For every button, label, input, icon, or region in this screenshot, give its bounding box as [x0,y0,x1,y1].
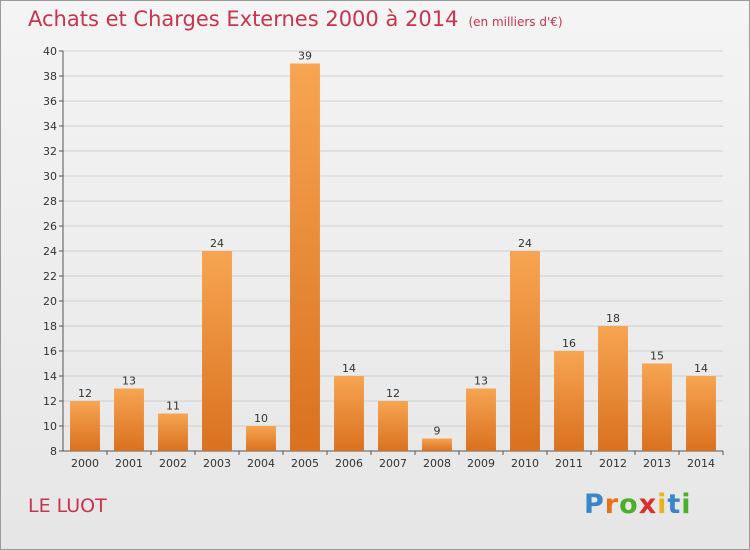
logo-letter: t [667,489,682,520]
chart-title-text: Achats et Charges Externes 2000 à 2014 [28,7,459,31]
y-tick-label: 14 [43,370,57,383]
bars [70,63,716,451]
x-tick-label: 2007 [379,457,407,470]
logo-letter: i [681,489,692,520]
y-tick-label: 30 [43,170,57,183]
bar [598,326,628,451]
y-tick-label: 10 [43,420,57,433]
bar [466,388,496,451]
value-label: 12 [386,387,400,400]
bar [246,426,276,451]
bar [510,251,540,451]
x-tick-label: 2009 [467,457,495,470]
y-tick-label: 12 [43,395,57,408]
value-label: 11 [166,400,180,413]
x-tick-label: 2008 [423,457,451,470]
value-label: 24 [210,237,224,250]
x-tick-label: 2014 [687,457,715,470]
axes: 8 10 12 14 16 18 20 22 24 26 28 30 32 34 36 38 40 2000 200… [43,45,724,470]
value-label: 39 [298,50,312,63]
value-label: 18 [606,312,620,325]
y-tick-label: 22 [43,270,57,283]
data-labels: 12 13 11 24 10 39 14 12 9 13 24 16 18 15 14 [78,50,708,438]
city-name: LE LUOT [28,495,107,517]
bar [642,363,672,451]
y-tick-label: 36 [43,95,57,108]
x-tick-label: 2011 [555,457,583,470]
y-tick-label: 38 [43,70,57,83]
x-tick-label: 2001 [115,457,143,470]
bar [290,63,320,451]
logo-letter: P [584,489,605,520]
value-label: 14 [694,362,708,375]
bar [422,438,452,451]
value-label: 13 [122,375,136,388]
x-tick-label: 2005 [291,457,319,470]
chart-subtitle: (en milliers d'€) [468,15,563,29]
bar [114,388,144,451]
bar [378,401,408,451]
value-label: 10 [254,412,268,425]
chart-title: Achats et Charges Externes 2000 à 2014 (e… [28,7,563,31]
x-tick-label: 2010 [511,457,539,470]
x-tick-label: 2012 [599,457,627,470]
logo-letter: r [604,489,620,520]
y-tick-label: 16 [43,345,57,358]
value-label: 14 [342,362,356,375]
y-tick-label: 8 [50,445,57,458]
bar [554,351,584,451]
x-tick-label: 2004 [247,457,275,470]
logo-letter: i [657,489,668,520]
value-label: 15 [650,350,664,363]
x-tick-label: 2002 [159,457,187,470]
y-tick-label: 26 [43,220,57,233]
bar [686,376,716,451]
x-tick-label: 2000 [71,457,99,470]
value-label: 24 [518,237,532,250]
logo-letter: x [638,489,658,520]
y-tick-label: 34 [43,120,57,133]
value-label: 12 [78,387,92,400]
value-label: 16 [562,337,576,350]
bar [70,401,100,451]
y-tick-label: 28 [43,195,57,208]
y-tick-label: 20 [43,295,57,308]
x-tick-label: 2013 [643,457,671,470]
bar [158,413,188,451]
proxiti-logo[interactable]: Proxiti [584,489,692,520]
y-tick-label: 32 [43,145,57,158]
y-tick-label: 40 [43,45,57,58]
logo-letter: o [619,489,639,520]
bar [202,251,232,451]
y-tick-label: 18 [43,320,57,333]
x-tick-label: 2003 [203,457,231,470]
value-label: 13 [474,375,488,388]
x-tick-label: 2006 [335,457,363,470]
y-tick-label: 24 [43,245,57,258]
bar [334,376,364,451]
value-label: 9 [434,425,441,438]
